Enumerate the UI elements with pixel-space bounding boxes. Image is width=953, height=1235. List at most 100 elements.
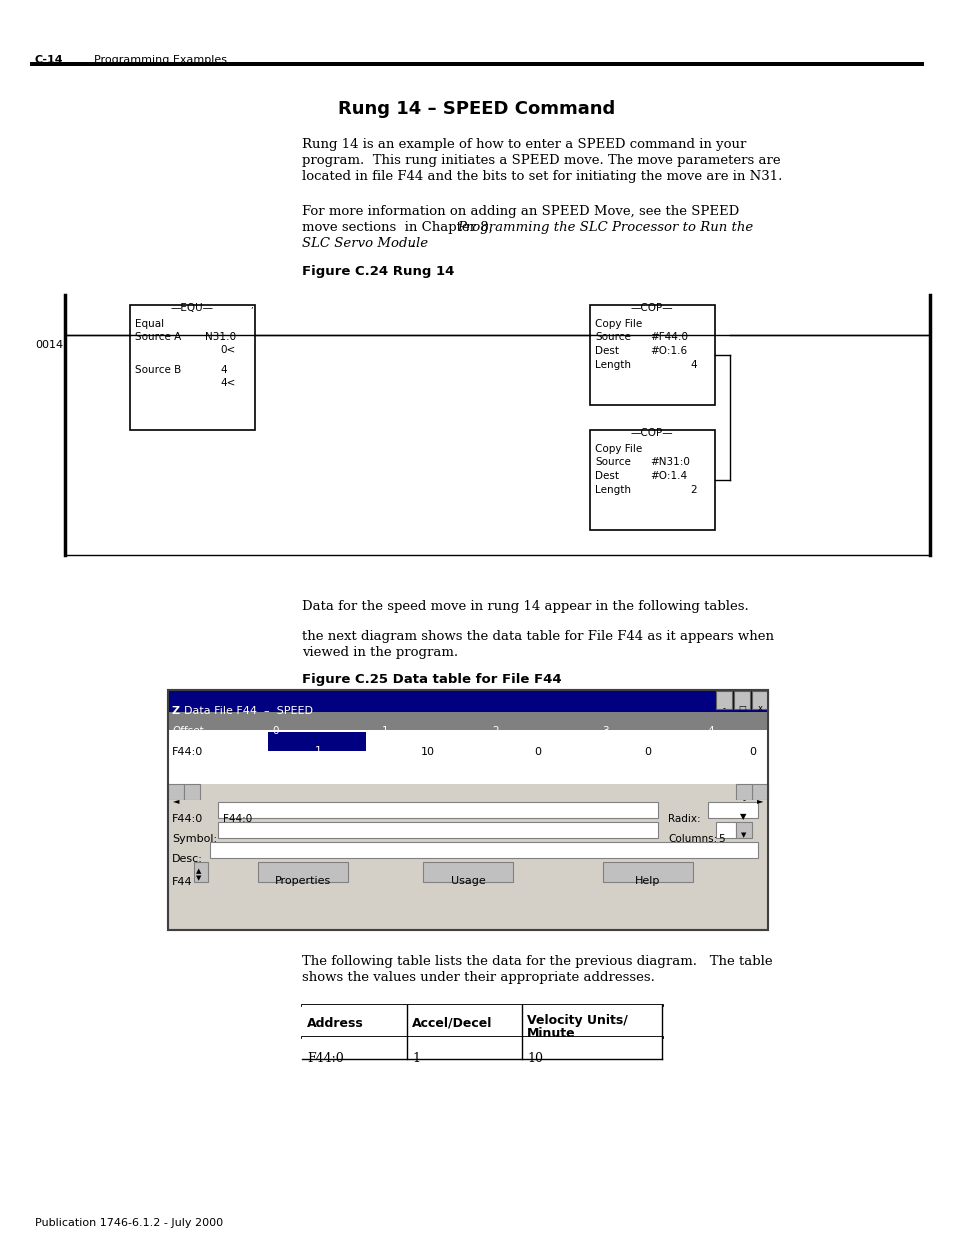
Bar [751,692,767,709]
Text: 2: 2 [492,726,498,736]
Text: N31:0: N31:0 [205,332,236,342]
Text: F44:0: F44:0 [172,814,203,824]
Bar [168,860,767,884]
Text: Offset: Offset [172,726,204,736]
Text: Data File F44  –  SPEED: Data File F44 – SPEED [184,706,313,716]
Text: ▼: ▼ [195,876,201,881]
Text: Figure C.25 Data table for File F44: Figure C.25 Data table for File F44 [302,673,561,685]
Bar [589,430,714,530]
Text: shows the values under their appropriate addresses.: shows the values under their appropriate… [302,971,654,984]
Text: 0014: 0014 [35,340,63,350]
Bar [184,784,200,800]
Text: 1: 1 [314,746,321,756]
Bar [168,784,767,800]
Text: -: - [741,797,744,805]
Text: —COP—: —COP— [630,429,673,438]
Text: -: - [721,704,724,713]
Bar [735,784,751,800]
Bar [168,800,767,820]
Text: 1: 1 [381,726,388,736]
Text: 0: 0 [749,747,756,757]
Text: 3: 3 [601,726,608,736]
Text: 4<: 4< [220,378,235,388]
Text: Z: Z [172,706,180,716]
Text: 0: 0 [272,726,278,736]
Text: Copy File: Copy File [595,445,641,454]
Text: Minute: Minute [526,1028,575,1040]
Bar [257,862,348,882]
Bar [30,62,923,65]
Bar [218,823,658,839]
Bar [733,692,749,709]
Text: Symbol:: Symbol: [172,834,217,844]
Text: 10: 10 [526,1052,542,1065]
Bar [707,802,758,818]
Text: F44: F44 [172,877,193,887]
Text: Publication 1746-6.1.2 - July 2000: Publication 1746-6.1.2 - July 2000 [35,1218,223,1228]
Text: For more information on adding an SPEED Move, see the SPEED: For more information on adding an SPEED … [302,205,739,219]
Bar [168,820,767,840]
Text: 2: 2 [689,485,696,495]
Text: 0: 0 [534,747,541,757]
Text: C-14: C-14 [35,56,64,65]
Text: x: x [757,704,761,713]
Bar [218,802,658,818]
Bar [168,690,767,713]
Text: program.  This rung initiates a SPEED move. The move parameters are: program. This rung initiates a SPEED mov… [302,154,780,167]
Text: #O:1.6: #O:1.6 [649,346,686,356]
Bar [168,784,184,800]
Text: #F44:0: #F44:0 [649,332,687,342]
Text: SLC Servo Module: SLC Servo Module [302,237,428,249]
Bar [168,690,767,930]
Text: 0: 0 [644,747,651,757]
Text: #N31:0: #N31:0 [649,457,689,467]
Bar [716,692,731,709]
Text: F44:0: F44:0 [307,1052,343,1065]
Bar [589,305,714,405]
Text: F44:0: F44:0 [223,814,252,824]
Text: 4: 4 [689,359,696,370]
Text: 4: 4 [220,366,227,375]
Text: ▼: ▼ [739,811,745,821]
Text: Source B: Source B [135,366,181,375]
Text: ▼: ▼ [740,832,746,839]
Text: F44:0: F44:0 [172,747,203,757]
Text: The following table lists the data for the previous diagram.   The table: The following table lists the data for t… [302,955,772,968]
Text: Length: Length [595,485,630,495]
Text: Dest: Dest [595,346,618,356]
Bar [751,784,767,800]
Bar [168,713,767,730]
Text: Columns:: Columns: [667,834,717,844]
Text: 1: 1 [412,1052,419,1065]
Text: Rung 14 – SPEED Command: Rung 14 – SPEED Command [338,100,615,119]
Text: Properties: Properties [274,876,331,885]
Text: Programming the SLC Processor to Run the: Programming the SLC Processor to Run the [456,221,753,233]
Text: ◄: ◄ [172,797,179,805]
Bar [168,755,767,784]
Text: Source: Source [595,457,630,467]
Text: Source: Source [595,332,630,342]
Text: ►: ► [756,797,762,805]
Text: ▲: ▲ [195,868,201,874]
Bar [168,840,767,860]
Text: Accel/Decel: Accel/Decel [412,1016,492,1030]
Text: Address: Address [307,1016,363,1030]
Bar [193,862,208,882]
Text: Usage: Usage [450,876,485,885]
Text: Rung 14 is an example of how to enter a SPEED command in your: Rung 14 is an example of how to enter a … [302,138,745,151]
Text: —COP—: —COP— [630,303,673,312]
Bar [168,690,767,930]
Text: located in file F44 and the bits to set for initiating the move are in N31.: located in file F44 and the bits to set … [302,170,781,183]
Bar [602,862,692,882]
Bar [716,823,735,839]
Text: #O:1.4: #O:1.4 [649,471,686,480]
Text: □: □ [738,704,745,713]
Bar [422,862,513,882]
Text: Length: Length [595,359,630,370]
Text: 10: 10 [420,747,435,757]
Text: viewed in the program.: viewed in the program. [302,646,457,659]
Text: Figure C.24 Rung 14: Figure C.24 Rung 14 [302,266,454,278]
Text: 5: 5 [718,834,724,844]
Text: Desc:: Desc: [172,853,203,864]
Text: 4: 4 [706,726,713,736]
